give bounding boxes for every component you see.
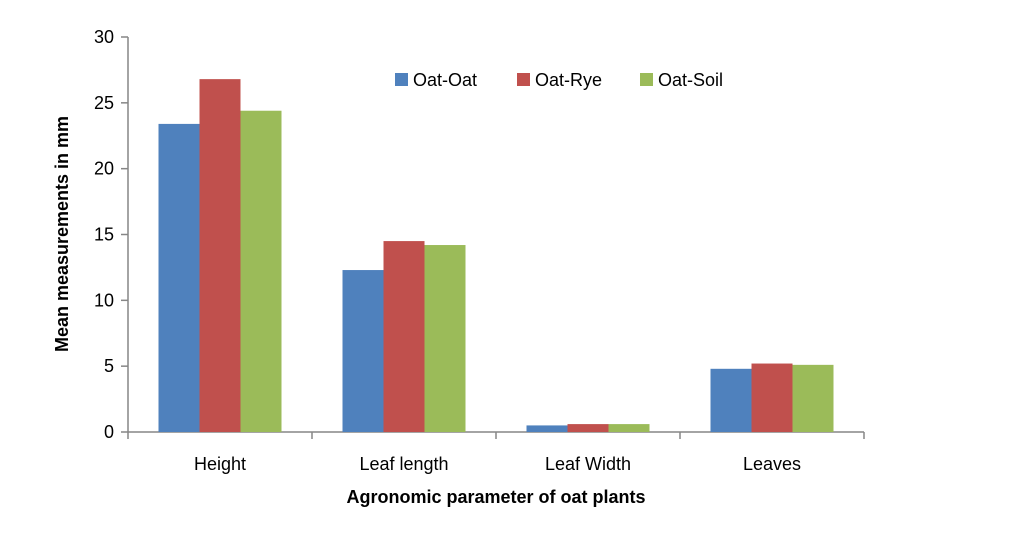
x-axis: Height Leaf length Leaf Width Leaves — [127, 431, 865, 474]
bar-oat-oat-height — [158, 123, 200, 433]
y-tick-label: 30 — [94, 27, 114, 47]
y-tick-label: 10 — [94, 290, 114, 310]
y-tick-label: 15 — [94, 225, 114, 245]
x-category-label: Leaf length — [359, 454, 448, 474]
bar-oat-rye-leaf-length — [383, 241, 425, 432]
y-tick-label: 20 — [94, 159, 114, 179]
x-axis-title: Agronomic parameter of oat plants — [346, 487, 645, 507]
bar-oat-rye-leaves — [751, 363, 793, 432]
bar-oat-rye-height — [199, 79, 241, 432]
legend: Oat-Oat Oat-Rye Oat-Soil — [395, 70, 723, 90]
bar-oat-soil-height — [240, 110, 282, 432]
legend-swatch — [640, 73, 653, 86]
bar-oat-rye-leaf-width — [567, 424, 609, 432]
legend-label: Oat-Oat — [413, 70, 477, 90]
y-tick-label: 25 — [94, 93, 114, 113]
bars-group — [158, 79, 834, 433]
bar-oat-soil-leaf-width — [608, 424, 650, 432]
legend-label: Oat-Rye — [535, 70, 602, 90]
x-category-label: Leaf Width — [545, 454, 631, 474]
bar-oat-oat-leaves — [710, 368, 752, 432]
y-tick-label: 5 — [104, 356, 114, 376]
y-axis-title: Mean measurements in mm — [52, 116, 72, 352]
y-axis: 0 5 10 15 20 25 30 — [94, 27, 129, 442]
x-category-label: Height — [194, 454, 246, 474]
bar-oat-oat-leaf-length — [342, 270, 384, 432]
bar-oat-soil-leaf-length — [424, 245, 466, 432]
legend-label: Oat-Soil — [658, 70, 723, 90]
x-category-label: Leaves — [743, 454, 801, 474]
y-tick-label: 0 — [104, 422, 114, 442]
legend-swatch — [517, 73, 530, 86]
legend-swatch — [395, 73, 408, 86]
bar-oat-oat-leaf-width — [526, 425, 568, 432]
bar-oat-soil-leaves — [792, 364, 834, 432]
